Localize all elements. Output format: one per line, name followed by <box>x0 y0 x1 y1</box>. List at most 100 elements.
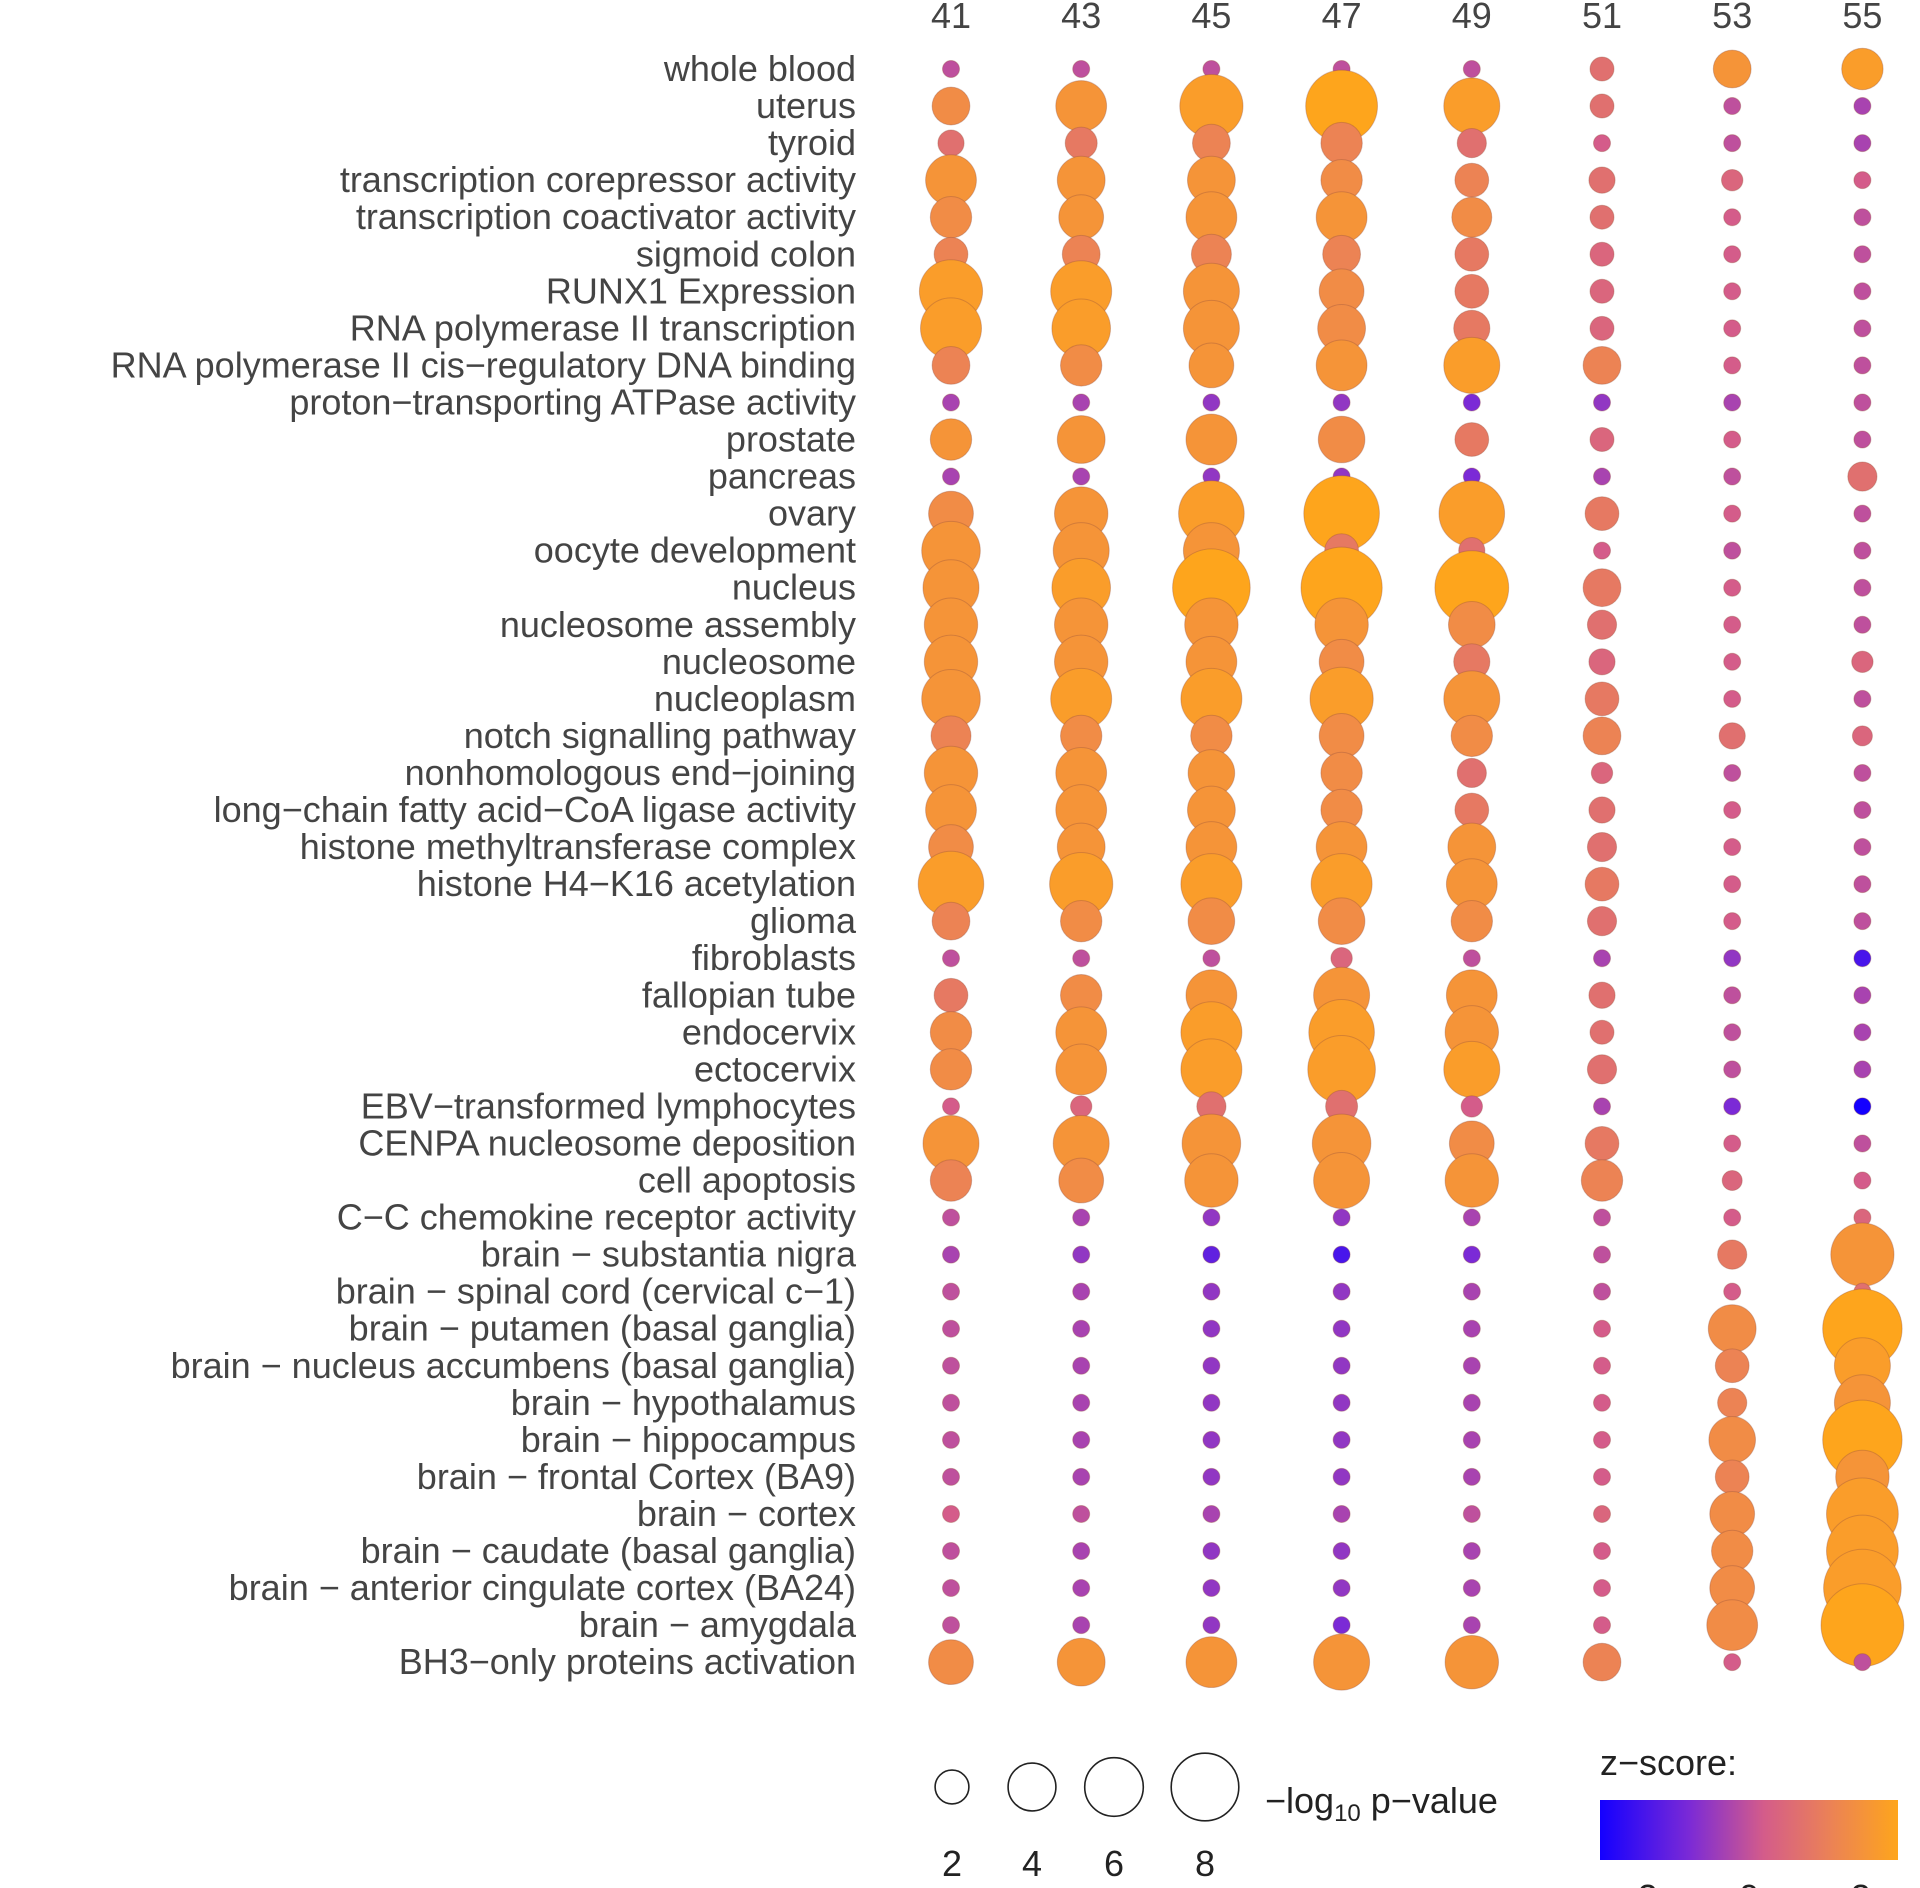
dot <box>1709 1491 1756 1537</box>
dot <box>1723 134 1742 153</box>
dot <box>1853 134 1872 153</box>
size-legend-circle <box>934 1769 970 1805</box>
row-label: C−C chemokine receptor activity <box>337 1197 856 1238</box>
dot <box>1072 1245 1091 1264</box>
dot <box>942 1208 960 1227</box>
dot <box>928 1639 974 1686</box>
dot <box>1185 413 1238 466</box>
dot <box>1462 1393 1481 1412</box>
dot <box>942 1393 960 1412</box>
dot <box>942 1430 960 1449</box>
dot <box>1853 504 1872 523</box>
dot <box>942 1504 960 1523</box>
dot <box>1055 80 1108 132</box>
dot <box>942 1356 960 1375</box>
dot <box>1332 1208 1351 1227</box>
dot <box>1723 1060 1742 1079</box>
dot <box>1853 282 1872 301</box>
row-label: transcription coactivator activity <box>356 196 856 237</box>
dot <box>1723 1023 1742 1042</box>
dot <box>1723 912 1742 931</box>
dot <box>1593 1393 1611 1412</box>
dot <box>1853 208 1872 227</box>
row-label: oocyte development <box>534 530 856 571</box>
dot <box>1058 1157 1105 1204</box>
dot <box>1589 56 1615 82</box>
dot <box>1072 949 1091 968</box>
dot <box>929 418 973 461</box>
row-label: ovary <box>768 493 856 534</box>
dot <box>1064 126 1098 160</box>
dot <box>1202 1542 1221 1560</box>
row-label: nucleosome assembly <box>500 604 856 645</box>
dot <box>1718 722 1746 750</box>
dot <box>1723 467 1742 486</box>
dot <box>1853 875 1872 894</box>
dot <box>1332 1319 1351 1338</box>
dot <box>1072 393 1091 412</box>
dot <box>1593 1319 1611 1338</box>
dot <box>1332 393 1351 412</box>
dot <box>1589 315 1615 341</box>
dot <box>1072 1579 1091 1598</box>
column-label: 49 <box>1452 0 1492 36</box>
dot <box>1444 1634 1500 1690</box>
dot <box>1202 1356 1221 1375</box>
dot <box>1055 1043 1108 1096</box>
dot <box>942 393 960 412</box>
dot <box>1593 1616 1611 1635</box>
dot <box>1315 339 1368 392</box>
dot <box>942 467 960 486</box>
row-label: brain − hippocampus <box>521 1419 856 1460</box>
dot <box>1588 166 1616 194</box>
dot <box>1320 751 1363 795</box>
dot <box>1317 415 1366 464</box>
dot <box>1589 93 1615 119</box>
dot <box>933 977 969 1013</box>
dot <box>1070 1095 1093 1118</box>
dot <box>942 1245 960 1264</box>
row-label: nucleosome <box>662 641 856 682</box>
row-label: brain − spinal cord (cervical c−1) <box>336 1271 856 1312</box>
dot <box>1185 1636 1238 1689</box>
dot <box>1723 986 1742 1005</box>
dot <box>931 901 971 941</box>
row-label: brain − caudate (basal ganglia) <box>361 1530 856 1571</box>
row-label: tyroid <box>768 122 856 163</box>
dot <box>942 1282 960 1301</box>
dot <box>1202 393 1221 412</box>
dot <box>1582 568 1622 608</box>
dot <box>1582 1642 1622 1682</box>
dot <box>1438 480 1506 547</box>
dot <box>1723 1097 1742 1116</box>
dot <box>1593 1504 1611 1523</box>
dot <box>1714 1459 1750 1495</box>
row-label: cell apoptosis <box>638 1160 856 1201</box>
dot <box>1584 681 1620 717</box>
row-label: RUNX1 Expression <box>546 270 856 311</box>
dot <box>1853 838 1872 857</box>
row-label: nucleus <box>732 567 856 608</box>
dot <box>1851 725 1873 747</box>
dot <box>1714 1348 1750 1384</box>
row-label: brain − frontal Cortex (BA9) <box>417 1456 856 1497</box>
dot <box>1590 761 1614 785</box>
dot <box>1721 168 1744 192</box>
dot <box>1462 1319 1481 1338</box>
dot <box>1853 1060 1872 1079</box>
color-legend: z−score: −3 0 3 <box>1600 1742 1898 1888</box>
row-label: long−chain fatty acid−CoA ligase activit… <box>214 789 856 830</box>
dot <box>1853 541 1872 560</box>
dot <box>1444 1153 1500 1208</box>
dot <box>942 1467 960 1486</box>
row-label: fallopian tube <box>642 974 856 1015</box>
row-label: proton−transporting ATPase activity <box>289 381 856 422</box>
size-legend-circle <box>1007 1762 1057 1812</box>
dot <box>1853 578 1872 597</box>
dot <box>1582 346 1622 385</box>
dot <box>1586 906 1618 937</box>
dot <box>1462 1356 1481 1375</box>
dot <box>1332 1430 1351 1449</box>
column-label: 55 <box>1842 0 1882 36</box>
dot <box>1184 1153 1239 1208</box>
